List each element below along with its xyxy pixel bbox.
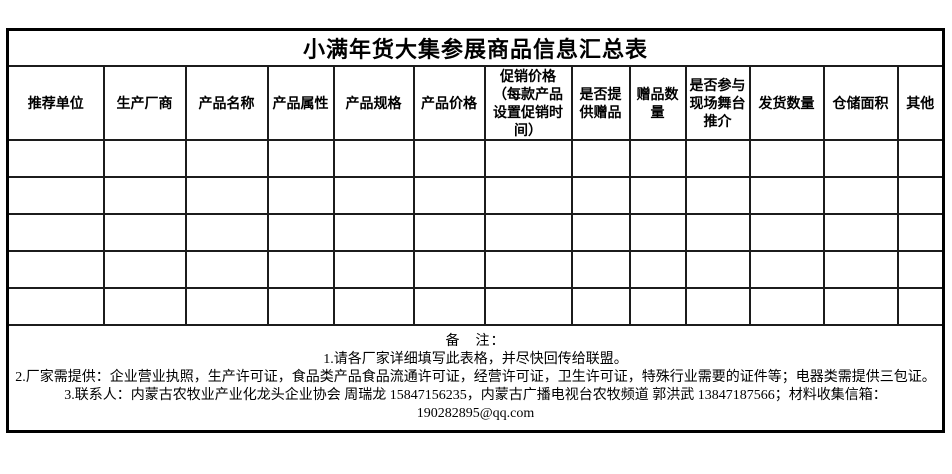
empty-cell	[628, 287, 687, 326]
empty-cell	[822, 213, 899, 252]
note-line-1: 1.请各厂家详细填写此表格，并尽快回传给联盟。	[323, 352, 628, 367]
empty-cell	[6, 176, 105, 215]
empty-cell	[570, 250, 631, 289]
empty-cell	[412, 176, 486, 215]
empty-cell	[184, 250, 269, 289]
empty-cell	[896, 176, 945, 215]
col-header-shipping-quantity: 发货数量	[748, 65, 825, 141]
empty-cell	[332, 250, 415, 289]
note-email: 190282895@qq.com	[416, 406, 535, 421]
header-row: 推荐单位 生产厂商 产品名称 产品属性 产品规格 产品价格 促销价格 （每款产品…	[6, 65, 945, 141]
empty-cell	[266, 213, 335, 252]
empty-cell	[412, 139, 486, 178]
note-line-3: 3.联系人：内蒙古农牧业产业化龙头企业协会 周瑞龙 15847156235，内蒙…	[64, 388, 887, 403]
col-header-stage-promotion: 是否参与现场舞台推介	[684, 65, 751, 141]
empty-cell	[184, 176, 269, 215]
notes-label: 备 注：	[445, 334, 506, 349]
notes-cell: 备 注： 1.请各厂家详细填写此表格，并尽快回传给联盟。 2.厂家需提供：企业营…	[6, 324, 945, 433]
empty-cell	[412, 250, 486, 289]
empty-cell	[748, 250, 825, 289]
empty-cell	[266, 250, 335, 289]
empty-cell	[102, 213, 187, 252]
empty-cell	[332, 213, 415, 252]
col-header-gift-quantity: 赠品数量	[628, 65, 687, 141]
col-header-product-attribute: 产品属性	[266, 65, 335, 141]
empty-cell	[822, 287, 899, 326]
empty-cell	[184, 287, 269, 326]
col-header-recommender: 推荐单位	[6, 65, 105, 141]
empty-row	[6, 287, 945, 326]
empty-cell	[412, 287, 486, 326]
empty-cell	[896, 287, 945, 326]
empty-row	[6, 176, 945, 215]
empty-cell	[483, 213, 573, 252]
empty-row	[6, 250, 945, 289]
empty-cell	[483, 139, 573, 178]
empty-cell	[570, 213, 631, 252]
empty-cell	[483, 176, 573, 215]
empty-cell	[570, 139, 631, 178]
empty-cell	[266, 139, 335, 178]
summary-table: 小满年货大集参展商品信息汇总表 推荐单位 生产厂商 产品名称 产品属性 产品规格…	[6, 28, 946, 433]
empty-cell	[748, 176, 825, 215]
empty-cell	[822, 139, 899, 178]
col-header-product-spec: 产品规格	[332, 65, 415, 141]
notes-row: 备 注： 1.请各厂家详细填写此表格，并尽快回传给联盟。 2.厂家需提供：企业营…	[6, 324, 945, 433]
empty-cell	[184, 139, 269, 178]
col-header-manufacturer: 生产厂商	[102, 65, 187, 141]
empty-cell	[6, 139, 105, 178]
empty-cell	[628, 176, 687, 215]
empty-cell	[332, 176, 415, 215]
empty-cell	[684, 250, 751, 289]
empty-cell	[102, 139, 187, 178]
notes-section: 备 注： 1.请各厂家详细填写此表格，并尽快回传给联盟。 2.厂家需提供：企业营…	[6, 324, 945, 433]
empty-cell	[102, 287, 187, 326]
title-row: 小满年货大集参展商品信息汇总表	[6, 28, 945, 67]
empty-cell	[102, 250, 187, 289]
col-header-gift-provided: 是否提供赠品	[570, 65, 631, 141]
empty-cell	[6, 287, 105, 326]
table-head-section: 小满年货大集参展商品信息汇总表 推荐单位 生产厂商 产品名称 产品属性 产品规格…	[6, 28, 945, 141]
empty-cell	[6, 213, 105, 252]
empty-cell	[570, 287, 631, 326]
empty-cell	[184, 213, 269, 252]
empty-cell	[483, 250, 573, 289]
empty-cell	[102, 176, 187, 215]
empty-cell	[570, 176, 631, 215]
empty-row	[6, 139, 945, 178]
empty-cell	[684, 139, 751, 178]
note-line-2: 2.厂家需提供：企业营业执照，生产许可证，食品类产品食品流通许可证，经营许可证，…	[15, 370, 936, 385]
empty-cell	[628, 213, 687, 252]
empty-rows-section	[6, 139, 945, 326]
empty-cell	[684, 213, 751, 252]
empty-cell	[332, 287, 415, 326]
col-header-promo-price: 促销价格 （每款产品设置促销时间）	[483, 65, 573, 141]
empty-cell	[896, 250, 945, 289]
empty-cell	[896, 139, 945, 178]
empty-cell	[332, 139, 415, 178]
empty-cell	[412, 213, 486, 252]
table-title: 小满年货大集参展商品信息汇总表	[6, 28, 945, 67]
empty-cell	[628, 250, 687, 289]
empty-cell	[896, 213, 945, 252]
col-header-storage-area: 仓储面积	[822, 65, 899, 141]
col-header-product-price: 产品价格	[412, 65, 486, 141]
empty-cell	[748, 287, 825, 326]
empty-cell	[483, 287, 573, 326]
col-header-other: 其他	[896, 65, 945, 141]
empty-cell	[822, 250, 899, 289]
empty-cell	[684, 287, 751, 326]
empty-cell	[266, 287, 335, 326]
col-header-product-name: 产品名称	[184, 65, 269, 141]
empty-cell	[628, 139, 687, 178]
empty-cell	[748, 213, 825, 252]
empty-row	[6, 213, 945, 252]
empty-cell	[748, 139, 825, 178]
empty-cell	[822, 176, 899, 215]
empty-cell	[6, 250, 105, 289]
empty-cell	[684, 176, 751, 215]
empty-cell	[266, 176, 335, 215]
